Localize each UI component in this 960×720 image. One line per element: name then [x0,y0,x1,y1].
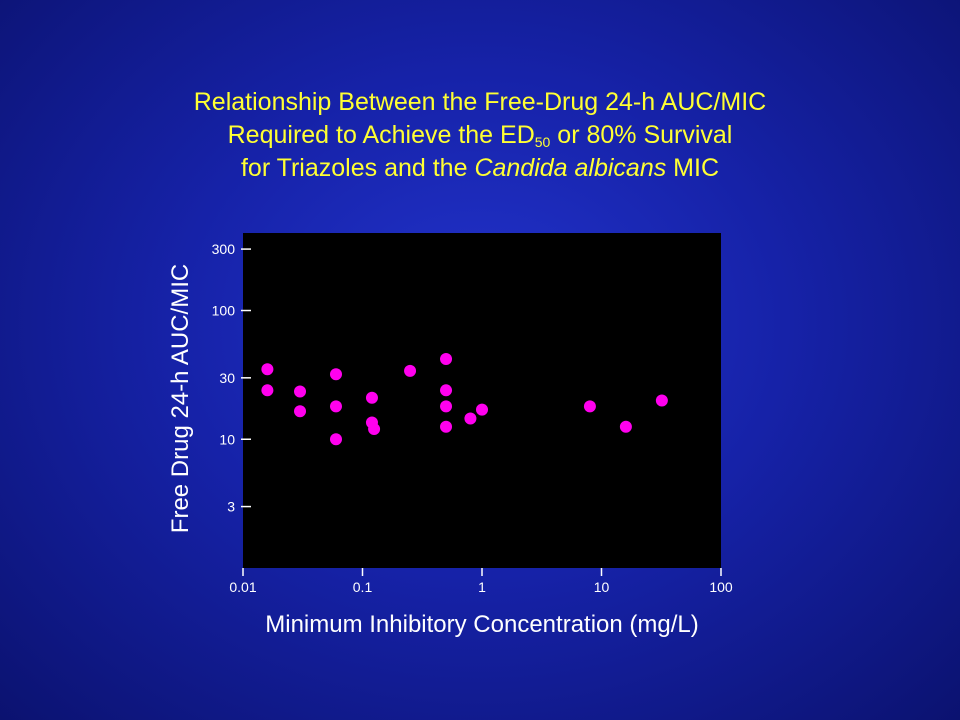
title-line-3: for Triazoles and the Candida albicans M… [0,152,960,185]
x-tick-label: 10 [594,579,610,595]
x-tick-label: 0.1 [353,579,373,595]
title-line-3-tail: MIC [666,154,720,182]
data-point [261,363,274,376]
data-point [440,420,453,433]
data-point [368,423,381,436]
title-subscript: 50 [534,134,551,150]
title-line-1: Relationship Between the Free-Drug 24-h … [193,88,767,116]
x-tick-label: 100 [709,579,733,595]
y-tick-label: 30 [219,370,235,386]
chart-title: Relationship Between the Free-Drug 24-h … [0,86,960,185]
data-point [261,384,274,397]
data-point [404,364,417,377]
data-point [294,405,307,418]
title-line-2: Required to Achieve the ED50 or 80% Surv… [0,119,960,152]
data-point [440,400,453,413]
title-organism: Candida albicans [474,154,667,182]
data-point [440,384,453,397]
y-axis-label: Free Drug 24-h AUC/MIC [167,264,194,533]
data-point [583,400,596,413]
plot-area [243,233,721,568]
x-tick-label: 0.01 [229,579,256,595]
title-line-2-tail: or 80% Survival [550,121,733,149]
data-point [329,400,342,413]
data-points [261,353,668,446]
axis-ticks: 0.01 0.1 1 10 100 3 10 30 100 300 [212,241,733,595]
y-tick-label: 300 [212,241,236,257]
data-point [476,403,488,416]
data-point [464,412,477,425]
y-tick-label: 100 [212,303,236,319]
y-tick-label: 3 [227,499,235,515]
data-point [440,353,453,366]
data-point [329,368,342,381]
data-point [329,433,342,446]
title-line-3-text: for Triazoles and the [240,154,475,182]
data-point [619,420,632,433]
x-axis-label: Minimum Inhibitory Concentration (mg/L) [265,611,699,638]
x-tick-label: 1 [478,579,486,595]
title-line-2-text: Required to Achieve the ED [227,121,535,149]
data-point [294,385,307,398]
data-point [655,394,668,407]
data-point [365,391,378,404]
y-tick-label: 10 [219,431,235,447]
